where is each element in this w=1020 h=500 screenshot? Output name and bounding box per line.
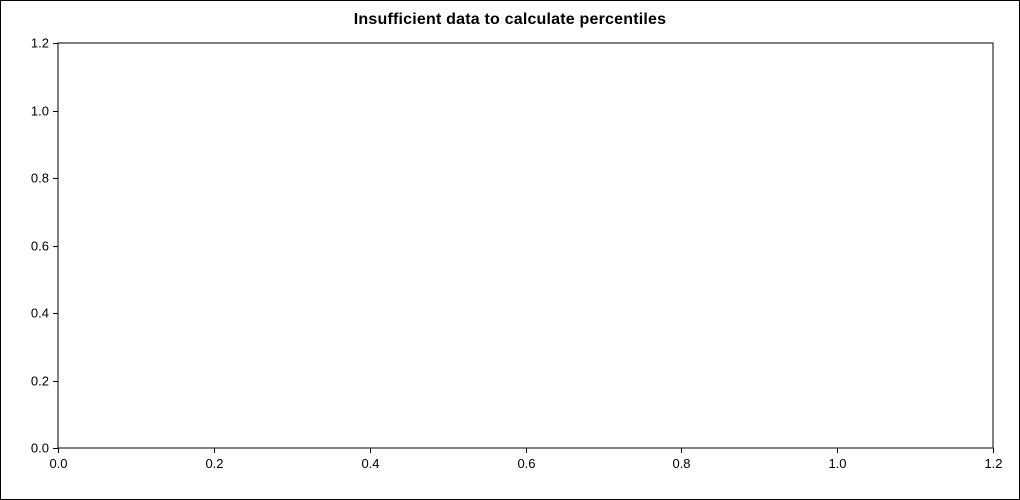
y-tick-label: 0.6 bbox=[31, 239, 49, 254]
y-tick-label: 1.0 bbox=[31, 104, 49, 119]
y-tick-label: 0.4 bbox=[31, 306, 49, 321]
x-tick-label: 1.0 bbox=[828, 456, 846, 471]
x-tick-label: 0.2 bbox=[205, 456, 223, 471]
plot-border bbox=[57, 42, 994, 449]
x-tick-label: 0.6 bbox=[517, 456, 535, 471]
x-tick-label: 0.4 bbox=[361, 456, 379, 471]
x-tick-label: 0.8 bbox=[672, 456, 690, 471]
x-tick-label: 1.2 bbox=[984, 456, 1002, 471]
x-tick-label: 0.0 bbox=[49, 456, 67, 471]
chart-title: Insufficient data to calculate percentil… bbox=[353, 11, 667, 28]
y-tick-label: 1.2 bbox=[31, 36, 49, 51]
y-tick-label: 0.2 bbox=[31, 374, 49, 389]
y-tick-label: 0.8 bbox=[31, 171, 49, 186]
y-tick-label: 0.0 bbox=[31, 441, 49, 456]
